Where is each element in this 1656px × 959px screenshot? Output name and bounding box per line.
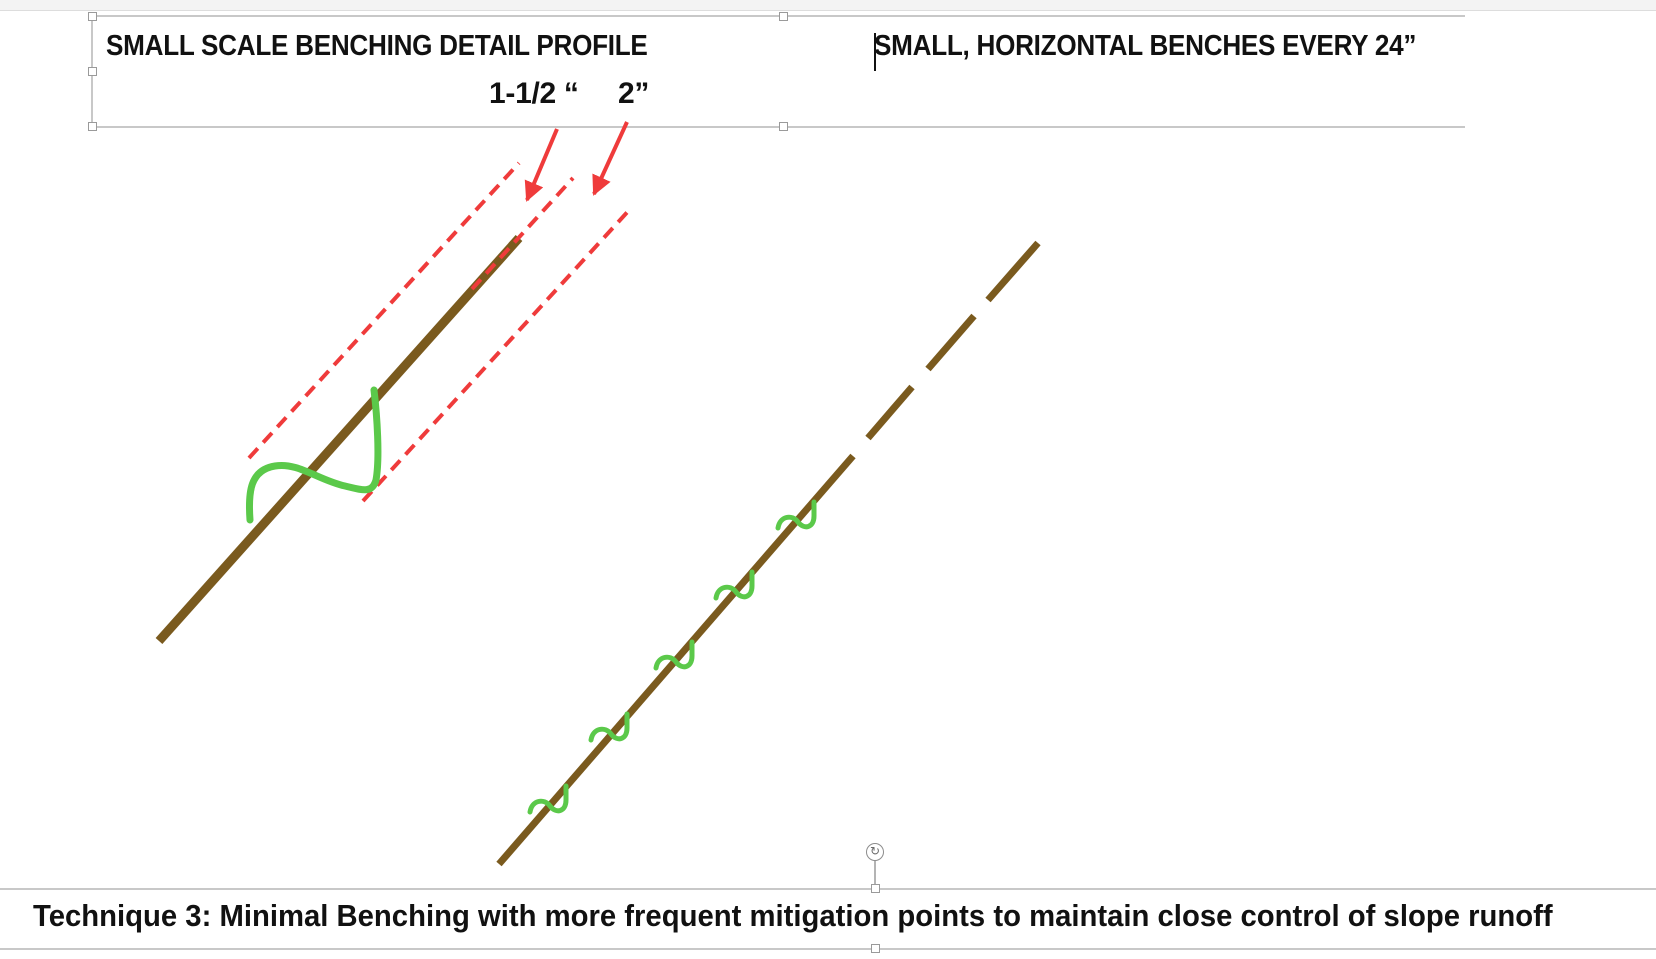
slope-line-segment-3 <box>925 313 977 372</box>
header-box-handle-middle-left[interactable] <box>88 67 97 76</box>
bench-curve-detail <box>245 386 382 524</box>
figure-caption[interactable]: Technique 3: Minimal Benching with more … <box>33 898 1553 933</box>
header-box-handle-bottom-middle[interactable] <box>779 122 788 131</box>
dimension-guide-lower <box>361 205 634 503</box>
bench-mark-1 <box>527 783 569 815</box>
bench-mark-4 <box>713 569 755 601</box>
dimension-arrow-a <box>524 128 559 202</box>
header-box-handle-top-middle[interactable] <box>779 12 788 21</box>
dimension-label-a: 1-1/2 “ <box>489 77 579 110</box>
editor-top-strip <box>0 0 1656 11</box>
slope-line-segment-4 <box>985 240 1041 303</box>
bench-mark-3 <box>653 639 695 671</box>
rotate-icon[interactable]: ↻ <box>866 843 884 861</box>
caption-box-handle-bottom-middle[interactable] <box>871 944 880 953</box>
text-cursor <box>874 33 876 71</box>
dimension-guide-middle <box>470 176 575 291</box>
dimension-arrow-b <box>592 121 629 196</box>
slope-line-detail <box>155 235 523 644</box>
header-box-handle-top-left[interactable] <box>88 12 97 21</box>
dimension-guide-upper <box>247 161 521 460</box>
slope-line-segment-2 <box>865 384 915 441</box>
bench-mark-2 <box>588 711 630 743</box>
bench-mark-5 <box>775 499 817 531</box>
header-box-handle-bottom-left[interactable] <box>88 122 97 131</box>
caption-box-handle-top-middle[interactable] <box>871 884 880 893</box>
detail-profile-title: SMALL SCALE BENCHING DETAIL PROFILE <box>106 30 648 62</box>
benches-title[interactable]: SMALL, HORIZONTAL BENCHES EVERY 24” <box>874 30 1417 62</box>
dimension-label-b: 2” <box>618 77 650 110</box>
